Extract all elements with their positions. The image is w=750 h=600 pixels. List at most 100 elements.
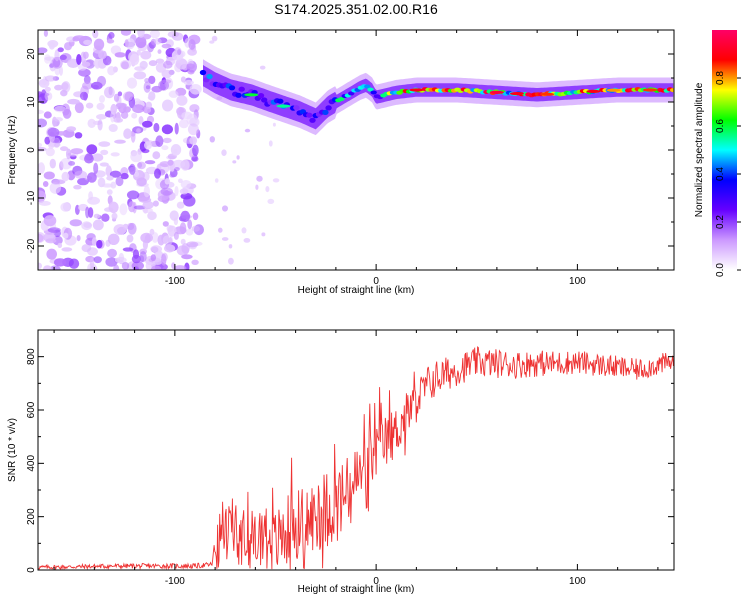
noise-cell [38, 142, 43, 148]
noise-cell [114, 139, 126, 144]
noise-cell [187, 219, 193, 230]
noise-cell [143, 81, 151, 93]
noise-cell [106, 175, 114, 181]
noise-cell [154, 168, 161, 179]
noise-cell [47, 127, 60, 137]
noise-cell [60, 202, 71, 212]
noise-cell [113, 93, 120, 102]
noise-cell [110, 111, 115, 123]
ridge-cell [370, 90, 377, 95]
noise-cell [47, 227, 61, 233]
noise-cell [87, 118, 96, 128]
noise-cell [113, 264, 120, 270]
noise-cell [74, 170, 88, 179]
noise-cell [38, 162, 45, 174]
noise-cell [106, 189, 113, 195]
noise-cell [192, 144, 199, 157]
noise-cell [108, 124, 118, 132]
noise-cell [107, 66, 116, 76]
noise-cell [172, 159, 186, 169]
noise-cell [155, 135, 164, 147]
noise-cell [189, 84, 202, 95]
snr-series [38, 346, 674, 570]
noise-cell [170, 144, 182, 156]
noise-cell [63, 232, 69, 239]
colorbar-tick-label: 0.0 [715, 263, 726, 277]
snr-ytick-label: 800 [26, 348, 37, 365]
ridge-cell [199, 69, 207, 76]
noise-cell [96, 239, 103, 249]
noise-cell [127, 222, 137, 235]
noise-cell [66, 148, 72, 160]
noise-cell [131, 254, 141, 264]
spectrogram-xlabel: Height of straight line (km) [298, 285, 415, 296]
noise-cell [44, 75, 57, 82]
ridge-peak [586, 89, 601, 93]
noise-cell [114, 52, 126, 58]
noise-cell [105, 257, 118, 267]
ridge-peak [510, 92, 524, 96]
noise-cell [49, 265, 61, 270]
noise-cell [54, 117, 63, 122]
noise-cell [93, 162, 99, 174]
noise-cell [272, 122, 276, 127]
ridge-cell [325, 105, 332, 111]
spectrogram-xtick-label: 100 [569, 276, 586, 287]
snr-xtick-label: -100 [165, 576, 185, 587]
colorbar-scale [712, 30, 737, 270]
noise-cell [81, 61, 91, 67]
ridge-cell [277, 98, 284, 104]
noise-cell [180, 192, 193, 200]
noise-cell [120, 111, 129, 119]
noise-cell [92, 153, 104, 162]
noise-cell [42, 181, 49, 187]
noise-cell [151, 265, 162, 270]
noise-cell [209, 136, 215, 143]
noise-cell [108, 201, 119, 213]
colorbar-tick-label: 0.4 [715, 167, 726, 181]
ridge-cell [257, 93, 265, 99]
snr-xtick-label: 0 [373, 576, 379, 587]
noise-cell [162, 99, 174, 112]
noise-cell [261, 232, 266, 237]
noise-cell [183, 79, 194, 86]
noise-cell [98, 141, 111, 147]
noise-cell [157, 234, 165, 246]
noise-cell [188, 39, 196, 50]
ridge-cell [235, 92, 242, 98]
noise-cell [45, 238, 57, 244]
figure-title: S174.2025.351.02.00.R16 [274, 1, 438, 17]
noise-cell [218, 227, 223, 233]
ridge-peak [244, 93, 259, 97]
noise-cell [140, 50, 152, 60]
noise-cell [268, 140, 273, 147]
snr-panel: -100 0 100 0 200 400 600 800 Height of straight… [7, 329, 675, 595]
noise-cell [85, 102, 94, 109]
noise-cell [150, 245, 163, 253]
noise-cell [120, 30, 132, 36]
noise-cell [38, 118, 47, 128]
noise-cell [161, 43, 172, 49]
noise-cell [62, 108, 72, 119]
noise-cell [93, 213, 101, 219]
noise-cell [174, 47, 182, 56]
snr-axes: -100 0 100 0 200 400 600 800 [26, 329, 674, 587]
noise-cell [126, 234, 134, 243]
ridge-cell [228, 85, 236, 91]
noise-cell [115, 176, 124, 187]
noise-cell [98, 50, 107, 60]
noise-cell [172, 32, 184, 41]
noise-cell [189, 136, 198, 145]
noise-cell [81, 221, 92, 231]
noise-cell [49, 158, 56, 169]
noise-cell [173, 265, 187, 270]
noise-cell [164, 178, 170, 185]
snr-xlabel: Height of straight line (km) [298, 584, 415, 595]
noise-cell [191, 156, 199, 162]
noise-cell [126, 190, 140, 200]
noise-cell [180, 210, 191, 222]
noise-cell [143, 185, 150, 198]
noise-cell [142, 120, 153, 128]
noise-cell [43, 30, 48, 37]
